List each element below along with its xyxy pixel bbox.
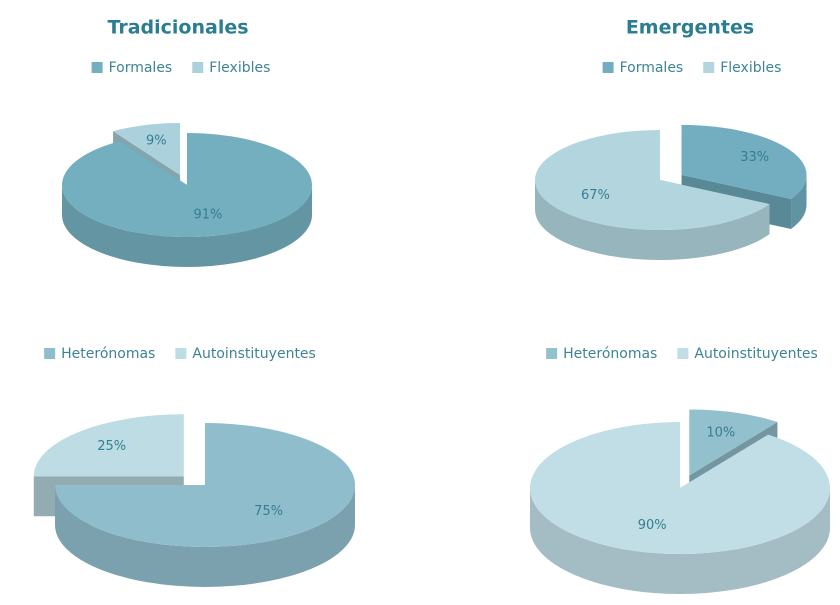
legend-label: Flexibles — [720, 60, 781, 76]
legend-swatch — [192, 62, 204, 73]
slice-group: 67% — [534, 130, 770, 260]
legend: Formales Flexibles — [91, 60, 270, 76]
legend-label: Autoinstituyentes — [192, 346, 315, 362]
slice-label: 90% — [638, 518, 667, 533]
pie-slice — [55, 423, 355, 547]
slice-label: 33% — [740, 150, 769, 165]
pie-slice — [62, 133, 313, 237]
legend: Heterónomas Autoinstituyentes — [44, 346, 316, 362]
legend-label: Heterónomas — [61, 346, 155, 362]
legend-swatch — [602, 62, 614, 73]
pie-slice — [33, 414, 184, 477]
legend-swatch — [677, 348, 689, 359]
slice-label: 10% — [706, 425, 735, 440]
legend-label: Heterónomas — [563, 346, 657, 362]
slice-group: 75% — [55, 423, 355, 587]
slice-wall — [530, 488, 830, 594]
slice-label: 9% — [146, 134, 167, 149]
pie-slice — [681, 124, 807, 199]
legend-swatch — [91, 62, 103, 73]
slice-label: 91% — [193, 207, 222, 222]
slice-label: 25% — [97, 439, 126, 454]
slice-group: 90% — [529, 422, 830, 594]
slice-wall — [62, 185, 312, 267]
pie-slice — [689, 409, 778, 476]
legend: Heterónomas Autoinstituyentes — [546, 346, 818, 362]
slice-label: 67% — [581, 188, 610, 203]
pie-slice — [113, 123, 181, 176]
legend-label: Flexibles — [209, 60, 270, 76]
pie-slice — [534, 130, 770, 230]
slice-group: 91% — [62, 133, 313, 267]
legend-swatch — [546, 348, 558, 359]
legend-swatch — [44, 348, 56, 359]
chart-title: Emergentes — [626, 17, 754, 39]
legend-swatch — [703, 62, 715, 73]
slice-wall — [55, 485, 355, 587]
slice-label: 75% — [254, 504, 283, 519]
legend-swatch — [175, 348, 187, 359]
slice-wall — [791, 174, 807, 229]
pie-slice — [529, 422, 830, 555]
slice-wall — [535, 180, 770, 260]
legend-label: Formales — [109, 60, 173, 76]
legend-label: Formales — [620, 60, 684, 76]
chart-title: Tradicionales — [107, 17, 248, 39]
legend: Formales Flexibles — [602, 60, 781, 76]
legend-label: Autoinstituyentes — [694, 346, 817, 362]
